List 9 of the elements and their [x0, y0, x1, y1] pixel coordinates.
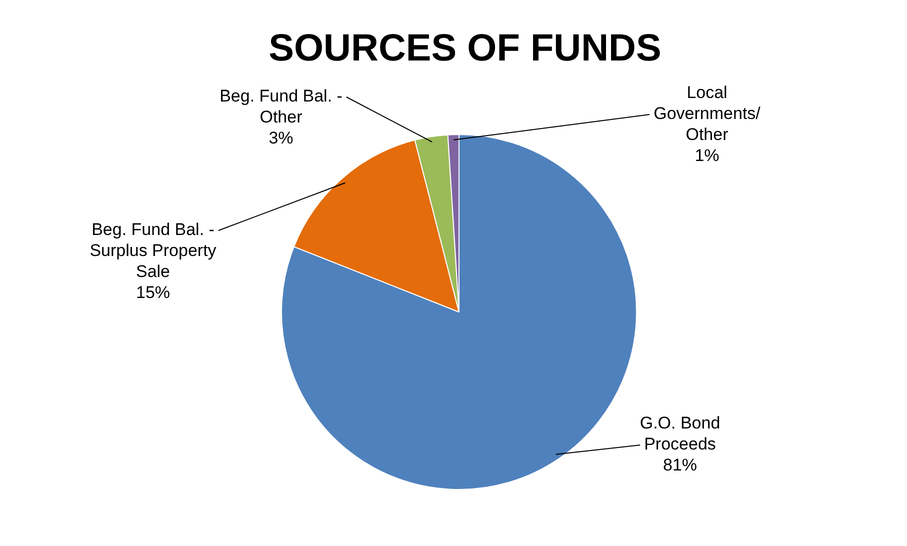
data-label: 81% [662, 456, 698, 475]
slice-label: G.O. Bond Proceeds [640, 414, 720, 454]
slice-label: Local Governments/ Other [654, 83, 761, 144]
slice-label: Beg. Fund Bal. - Surplus Property Sale [90, 220, 217, 282]
data-label: 15% [136, 283, 170, 302]
data-label: 1% [694, 146, 720, 166]
chart-title: SOURCES OF FUNDS [268, 27, 662, 70]
slice-label: Beg. Fund Bal. - Other [220, 86, 342, 127]
data-label: 3% [268, 128, 294, 148]
